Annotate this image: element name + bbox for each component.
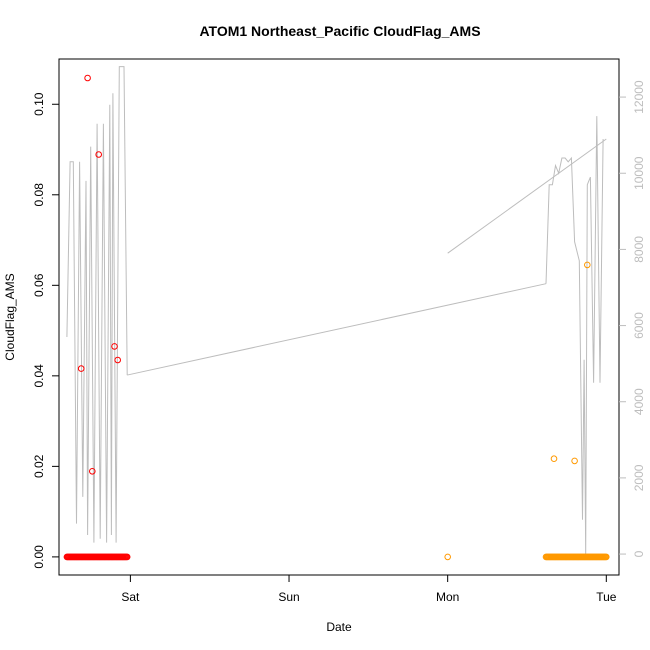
y2-axis: 0 2000 4000 6000 8000 10000 12000 [619, 80, 646, 557]
y2-tick-label: 12000 [632, 80, 646, 114]
data-point [444, 553, 452, 561]
data-point-zero [603, 553, 610, 561]
chart-title: ATOM1 Northeast_Pacific CloudFlag_AMS [199, 23, 480, 39]
y-tick-label: 0.00 [32, 545, 46, 569]
data-point [89, 468, 96, 475]
data-point [584, 261, 591, 269]
y-tick-label: 0.04 [32, 364, 46, 388]
data-point [550, 455, 558, 463]
y-tick-label: 0.02 [32, 454, 46, 478]
altitude-line-segment [545, 116, 604, 555]
data-point [111, 343, 118, 350]
x-tick-label: Mon [436, 590, 459, 604]
x-tick-label: Tue [596, 590, 617, 604]
data-point [571, 457, 578, 465]
y2-tick-label: 10000 [632, 156, 646, 190]
data-point-zero [123, 553, 131, 561]
y-tick-label: 0.10 [32, 92, 46, 116]
data-point [84, 74, 91, 82]
y2-tick-label: 8000 [632, 236, 646, 263]
x-tick-label: Sun [278, 590, 299, 604]
y-axis: 0.00 0.02 0.04 0.06 0.08 0.10 [32, 92, 59, 569]
x-axis: Sat Sun Mon Tue [121, 575, 617, 604]
data-point [114, 356, 121, 364]
y2-tick-label: 6000 [632, 312, 646, 339]
altitude-line-segment [447, 138, 607, 254]
points-layer [63, 74, 610, 561]
plot-frame [58, 58, 620, 576]
y-tick-label: 0.08 [32, 183, 46, 207]
altitude-line-segment [66, 66, 128, 543]
altitude-line-connector [127, 283, 547, 376]
y-tick-label: 0.06 [32, 273, 46, 297]
data-point [95, 151, 102, 158]
altitude-layer [66, 66, 607, 555]
y2-tick-label: 2000 [632, 464, 646, 491]
x-tick-label: Sat [121, 590, 140, 604]
x-axis-label: Date [326, 620, 352, 634]
y2-tick-label: 4000 [632, 388, 646, 415]
y2-tick-label: 0 [632, 550, 646, 557]
y-axis-label: CloudFlag_AMS [3, 273, 17, 360]
data-point [77, 365, 85, 372]
